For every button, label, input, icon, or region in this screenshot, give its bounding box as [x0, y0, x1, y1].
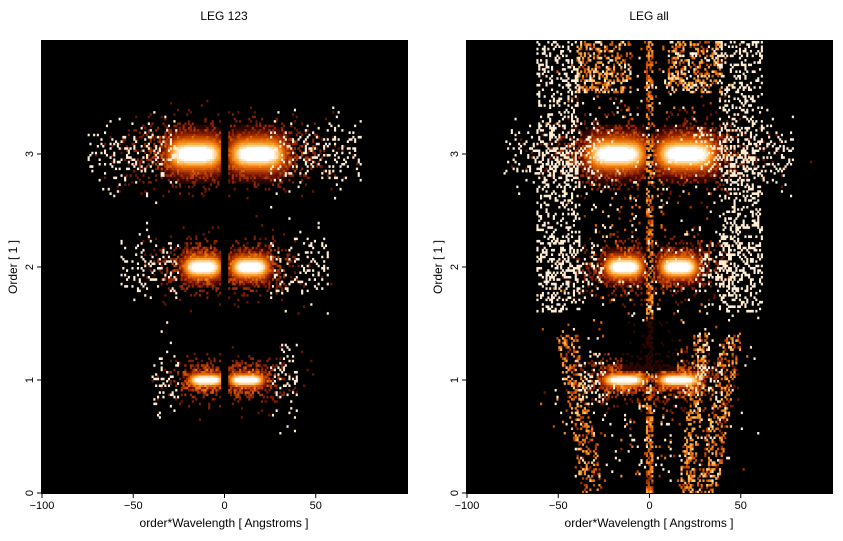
heatmap-cells — [530, 106, 767, 487]
heatmap-image — [42, 41, 407, 493]
heatmap-cells — [133, 122, 322, 401]
heatmap-cells — [153, 129, 304, 399]
y-tick-label: 3 — [449, 151, 461, 157]
heatmap-cells — [554, 45, 751, 487]
chart-title: LEG all — [629, 9, 668, 23]
heatmap-cells — [87, 106, 362, 435]
axis-ticks: −100 −50 0 50 0 1 2 3 — [449, 151, 747, 512]
panel-leg-all: LEG all −100 −50 0 50 0 1 2 3 order*Wavelength … — [431, 9, 833, 530]
heatmap-background — [42, 41, 407, 493]
y-tick-label: 0 — [449, 490, 461, 496]
heatmap-cells — [545, 41, 747, 494]
x-tick-label: −100 — [30, 500, 55, 512]
x-tick-label: −50 — [549, 500, 568, 512]
x-axis-label: order*Wavelength [ Angstroms ] — [565, 516, 734, 530]
heatmap-cells — [576, 124, 725, 392]
panel-leg-123: LEG 123 −100 −50 0 50 0 1 2 3 order*Wavelength … — [6, 9, 408, 530]
x-tick-label: −50 — [124, 500, 143, 512]
axis-ticks: −100 −50 0 50 0 1 2 3 — [24, 151, 322, 512]
x-axis-label: order*Wavelength [ Angstroms ] — [140, 516, 309, 530]
heatmap-cells — [178, 147, 275, 383]
y-tick-label: 2 — [449, 264, 461, 270]
x-tick-label: 50 — [310, 500, 322, 512]
heatmap-image — [467, 41, 832, 494]
x-tick-label: −100 — [455, 500, 480, 512]
x-tick-label: 50 — [735, 500, 747, 512]
heatmap-cells — [503, 41, 794, 482]
y-tick-label: 0 — [24, 490, 36, 496]
x-tick-label: 0 — [221, 500, 227, 512]
heatmap-cells — [153, 133, 304, 397]
y-axis-label: Order [ 1 ] — [6, 240, 20, 294]
y-tick-label: 3 — [24, 151, 36, 157]
chart-title: LEG 123 — [200, 9, 248, 23]
x-tick-label: 0 — [646, 500, 652, 512]
y-tick-label: 1 — [24, 377, 36, 383]
y-tick-label: 1 — [449, 377, 461, 383]
y-tick-label: 2 — [24, 264, 36, 270]
heatmap-cells — [541, 41, 742, 494]
y-axis-label: Order [ 1 ] — [431, 240, 445, 294]
